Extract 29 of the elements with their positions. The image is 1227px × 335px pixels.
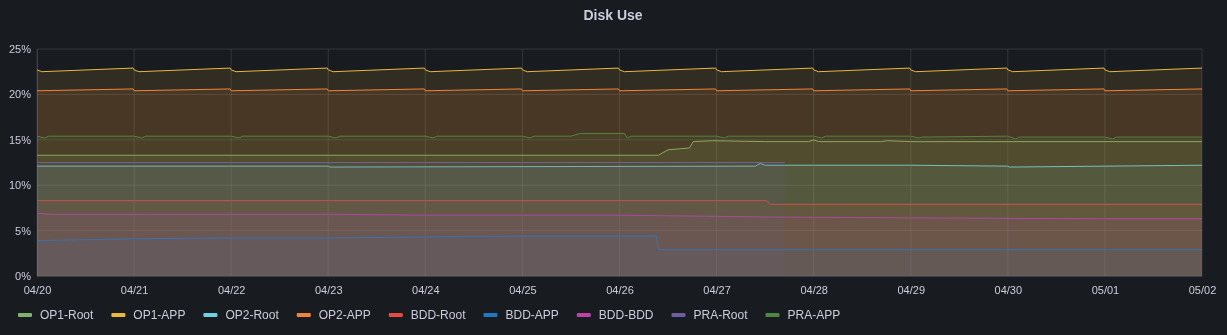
chart-title: Disk Use	[583, 7, 643, 23]
legend-label: PRA-Root	[693, 308, 749, 322]
legend-label: OP1-Root	[40, 308, 95, 322]
legend-label: BDD-BDD	[598, 308, 654, 322]
legend-label: OP1-APP	[133, 308, 186, 322]
x-tick-label: 04/26	[606, 283, 634, 296]
legend-label: BDD-Root	[410, 308, 467, 322]
x-tick-label: 04/21	[120, 283, 149, 296]
legend-label: OP2-APP	[318, 308, 371, 322]
legend-label: PRA-APP	[787, 308, 841, 322]
x-tick-label: 04/20	[23, 283, 52, 296]
x-tick-label: 04/28	[800, 283, 828, 296]
x-tick-label: 04/27	[703, 283, 731, 296]
legend-label: OP2-Root	[225, 308, 280, 322]
x-tick-label: 04/30	[994, 283, 1023, 296]
y-tick-label: 15%	[8, 133, 32, 146]
x-tick-label: 05/02	[1188, 283, 1217, 296]
y-tick-label: 10%	[8, 179, 32, 192]
y-tick-label: 25%	[8, 43, 32, 56]
y-tick-label: 20%	[8, 88, 32, 101]
legend-label: BDD-APP	[505, 308, 559, 322]
x-tick-label: 04/24	[412, 283, 440, 296]
x-tick-label: 04/22	[217, 283, 246, 296]
y-tick-label: 5%	[15, 224, 32, 237]
x-tick-label: 05/01	[1091, 283, 1120, 296]
x-tick-label: 04/23	[314, 283, 343, 296]
x-tick-label: 04/25	[509, 283, 537, 296]
x-tick-label: 04/29	[897, 283, 926, 296]
y-tick-label: 0%	[15, 270, 32, 283]
